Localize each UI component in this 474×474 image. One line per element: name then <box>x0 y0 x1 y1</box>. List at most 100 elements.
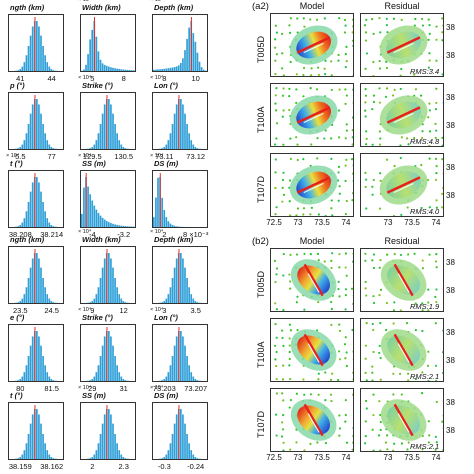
model-map <box>270 248 354 312</box>
data-point <box>289 179 292 182</box>
histogram-bar <box>95 450 98 459</box>
data-point <box>384 441 388 444</box>
data-point <box>399 309 402 311</box>
data-point <box>365 379 368 381</box>
histogram-bar <box>101 423 104 459</box>
data-point <box>372 413 375 417</box>
data-point <box>372 266 376 270</box>
data-point <box>441 144 443 146</box>
data-point <box>392 214 396 216</box>
histogram-bar <box>130 70 133 71</box>
data-point <box>364 94 368 97</box>
histogram-bar <box>25 133 28 149</box>
data-point <box>351 192 353 195</box>
histogram-bar <box>17 148 19 149</box>
data-point <box>393 301 396 304</box>
data-point <box>344 357 347 360</box>
histogram-bar <box>19 147 22 149</box>
data-point <box>280 435 284 438</box>
histogram-bar <box>50 225 53 227</box>
data-point <box>281 200 284 203</box>
data-point <box>385 87 389 90</box>
data-point <box>372 393 375 396</box>
data-point <box>336 179 340 182</box>
data-point <box>420 163 423 167</box>
data-point <box>379 179 382 182</box>
histogram-title: Width (km) <box>82 235 121 244</box>
data-point <box>365 294 368 297</box>
data-point <box>421 136 424 140</box>
histogram-bar <box>101 113 104 149</box>
histogram-exponent: × 10⁴ <box>78 229 92 235</box>
data-point <box>288 344 291 347</box>
histogram-exponent: × 10⁴ <box>150 385 164 391</box>
fault-surface-projection <box>307 413 320 433</box>
histogram-bar <box>169 133 172 149</box>
histogram-tick-label: -4 <box>88 230 96 239</box>
histogram-bar <box>31 26 34 71</box>
data-point <box>288 24 291 27</box>
histogram-bar <box>120 144 123 149</box>
histogram-plot <box>152 324 208 382</box>
histogram-bar <box>93 298 96 303</box>
data-point <box>338 434 341 437</box>
column-title-residual: Residual <box>384 1 420 11</box>
data-point <box>434 136 437 140</box>
histogram-bar <box>175 226 178 227</box>
histogram-bar <box>163 457 166 459</box>
histogram-tick-label: 38.159 <box>8 462 32 471</box>
data-point <box>385 60 388 63</box>
data-point <box>323 17 326 20</box>
data-point <box>428 144 431 146</box>
data-point <box>303 25 306 28</box>
histogram-tick-label: 77 <box>47 152 56 161</box>
data-point <box>427 66 430 69</box>
data-point <box>442 329 443 332</box>
histogram-bar <box>165 454 168 459</box>
data-point <box>274 186 277 190</box>
data-point <box>309 213 312 216</box>
data-point <box>330 307 333 311</box>
histogram-bar <box>173 67 176 71</box>
data-point <box>427 441 431 444</box>
data-point <box>288 108 291 112</box>
data-point <box>421 24 425 27</box>
data-point <box>379 428 382 432</box>
longitude-tick: 74 <box>341 218 351 227</box>
data-point <box>435 199 438 202</box>
histogram-bar <box>120 454 123 459</box>
histogram-bar <box>97 133 100 149</box>
data-point <box>302 207 306 210</box>
data-point <box>317 393 320 396</box>
data-point <box>371 143 374 146</box>
data-point <box>288 406 291 409</box>
histogram-bar <box>173 225 176 227</box>
data-point <box>351 136 353 139</box>
data-point <box>421 130 424 133</box>
histogram-bar <box>36 331 38 381</box>
data-point <box>275 53 278 56</box>
histogram-bar <box>44 287 46 303</box>
data-point <box>330 300 333 304</box>
data-point <box>288 337 291 340</box>
data-point <box>364 287 367 290</box>
histogram-bar <box>101 267 104 303</box>
track-label: T107D <box>256 410 266 438</box>
histogram-bar <box>19 69 22 71</box>
data-point <box>427 301 430 304</box>
histogram-tick-label: 3 <box>162 306 167 315</box>
histogram-bar <box>184 423 186 459</box>
histogram-bar <box>108 253 110 303</box>
histogram-tick-label: 129.5 <box>82 152 102 161</box>
data-point <box>315 18 319 21</box>
histogram-bar <box>112 113 114 149</box>
histogram-bar <box>97 443 100 459</box>
data-point <box>317 300 320 304</box>
histogram-bar <box>21 376 24 381</box>
longitude-tick: 73 <box>293 453 303 462</box>
data-point <box>428 206 431 209</box>
data-point <box>316 137 319 140</box>
histogram-bar <box>120 69 123 71</box>
histogram-bar <box>169 287 172 303</box>
data-point <box>428 24 431 27</box>
